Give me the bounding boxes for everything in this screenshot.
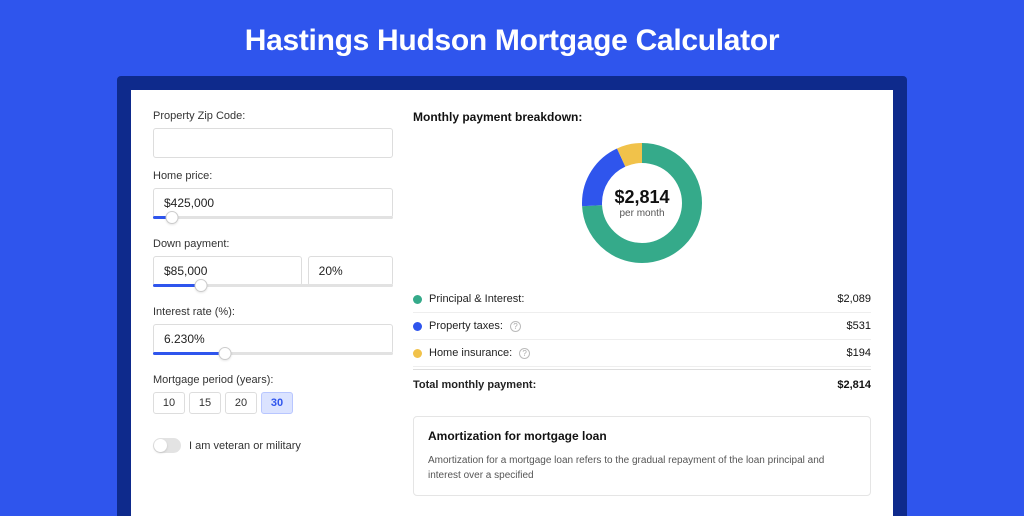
donut-center: $2,814 per month (614, 187, 669, 219)
breakdown-label-taxes: Property taxes: (429, 320, 503, 332)
period-btn-10[interactable]: 10 (153, 392, 185, 414)
page-title: Hastings Hudson Mortgage Calculator (0, 0, 1024, 76)
period-btn-20[interactable]: 20 (225, 392, 257, 414)
breakdown-column: Monthly payment breakdown: $2,814 per mo… (413, 110, 871, 496)
total-value: $2,814 (837, 379, 871, 391)
down-payment-input[interactable] (153, 256, 302, 286)
veteran-toggle[interactable] (153, 438, 181, 453)
down-payment-slider[interactable] (153, 284, 393, 294)
home-price-label: Home price: (153, 170, 393, 182)
breakdown-label-insurance: Home insurance: (429, 347, 512, 359)
total-row: Total monthly payment: $2,814 (413, 369, 871, 398)
down-payment-pct-input[interactable] (308, 256, 393, 286)
interest-slider-fill (153, 352, 225, 355)
breakdown-title: Monthly payment breakdown: (413, 110, 871, 124)
dot-principal (413, 295, 422, 304)
breakdown-label-principal: Principal & Interest: (429, 293, 524, 305)
period-btn-30[interactable]: 30 (261, 392, 293, 414)
veteran-toggle-knob (154, 439, 167, 452)
down-payment-slider-thumb[interactable] (195, 279, 208, 292)
total-label: Total monthly payment: (413, 379, 536, 391)
interest-label: Interest rate (%): (153, 306, 393, 318)
donut-amount: $2,814 (614, 187, 669, 208)
info-icon[interactable]: ? (510, 321, 521, 332)
breakdown-value-principal: $2,089 (837, 293, 871, 305)
amortization-box: Amortization for mortgage loan Amortizat… (413, 416, 871, 496)
home-price-input[interactable] (153, 188, 393, 218)
breakdown-value-insurance: $194 (847, 347, 871, 359)
interest-input[interactable] (153, 324, 393, 354)
period-label: Mortgage period (years): (153, 374, 393, 386)
zip-input[interactable] (153, 128, 393, 158)
breakdown-row-taxes: Property taxes:? $531 (413, 313, 871, 340)
breakdown-row-insurance: Home insurance:? $194 (413, 340, 871, 367)
home-price-slider[interactable] (153, 216, 393, 226)
dot-insurance (413, 349, 422, 358)
amortization-title: Amortization for mortgage loan (428, 429, 856, 443)
form-column: Property Zip Code: Home price: Down paym… (153, 110, 393, 496)
interest-slider-thumb[interactable] (219, 347, 232, 360)
period-btn-15[interactable]: 15 (189, 392, 221, 414)
donut-sub: per month (614, 208, 669, 219)
dot-taxes (413, 322, 422, 331)
breakdown-row-principal: Principal & Interest: $2,089 (413, 286, 871, 313)
interest-slider[interactable] (153, 352, 393, 362)
info-icon[interactable]: ? (519, 348, 530, 359)
calculator-panel: Property Zip Code: Home price: Down paym… (131, 90, 893, 516)
down-payment-label: Down payment: (153, 238, 393, 250)
amortization-text: Amortization for a mortgage loan refers … (428, 453, 856, 483)
veteran-label: I am veteran or military (189, 440, 301, 452)
home-price-slider-thumb[interactable] (166, 211, 179, 224)
zip-label: Property Zip Code: (153, 110, 393, 122)
donut-chart: $2,814 per month (577, 138, 707, 268)
panel-outer: Property Zip Code: Home price: Down paym… (117, 76, 907, 516)
veteran-row: I am veteran or military (153, 438, 393, 453)
period-row: 10152030 (153, 392, 393, 414)
breakdown-value-taxes: $531 (847, 320, 871, 332)
